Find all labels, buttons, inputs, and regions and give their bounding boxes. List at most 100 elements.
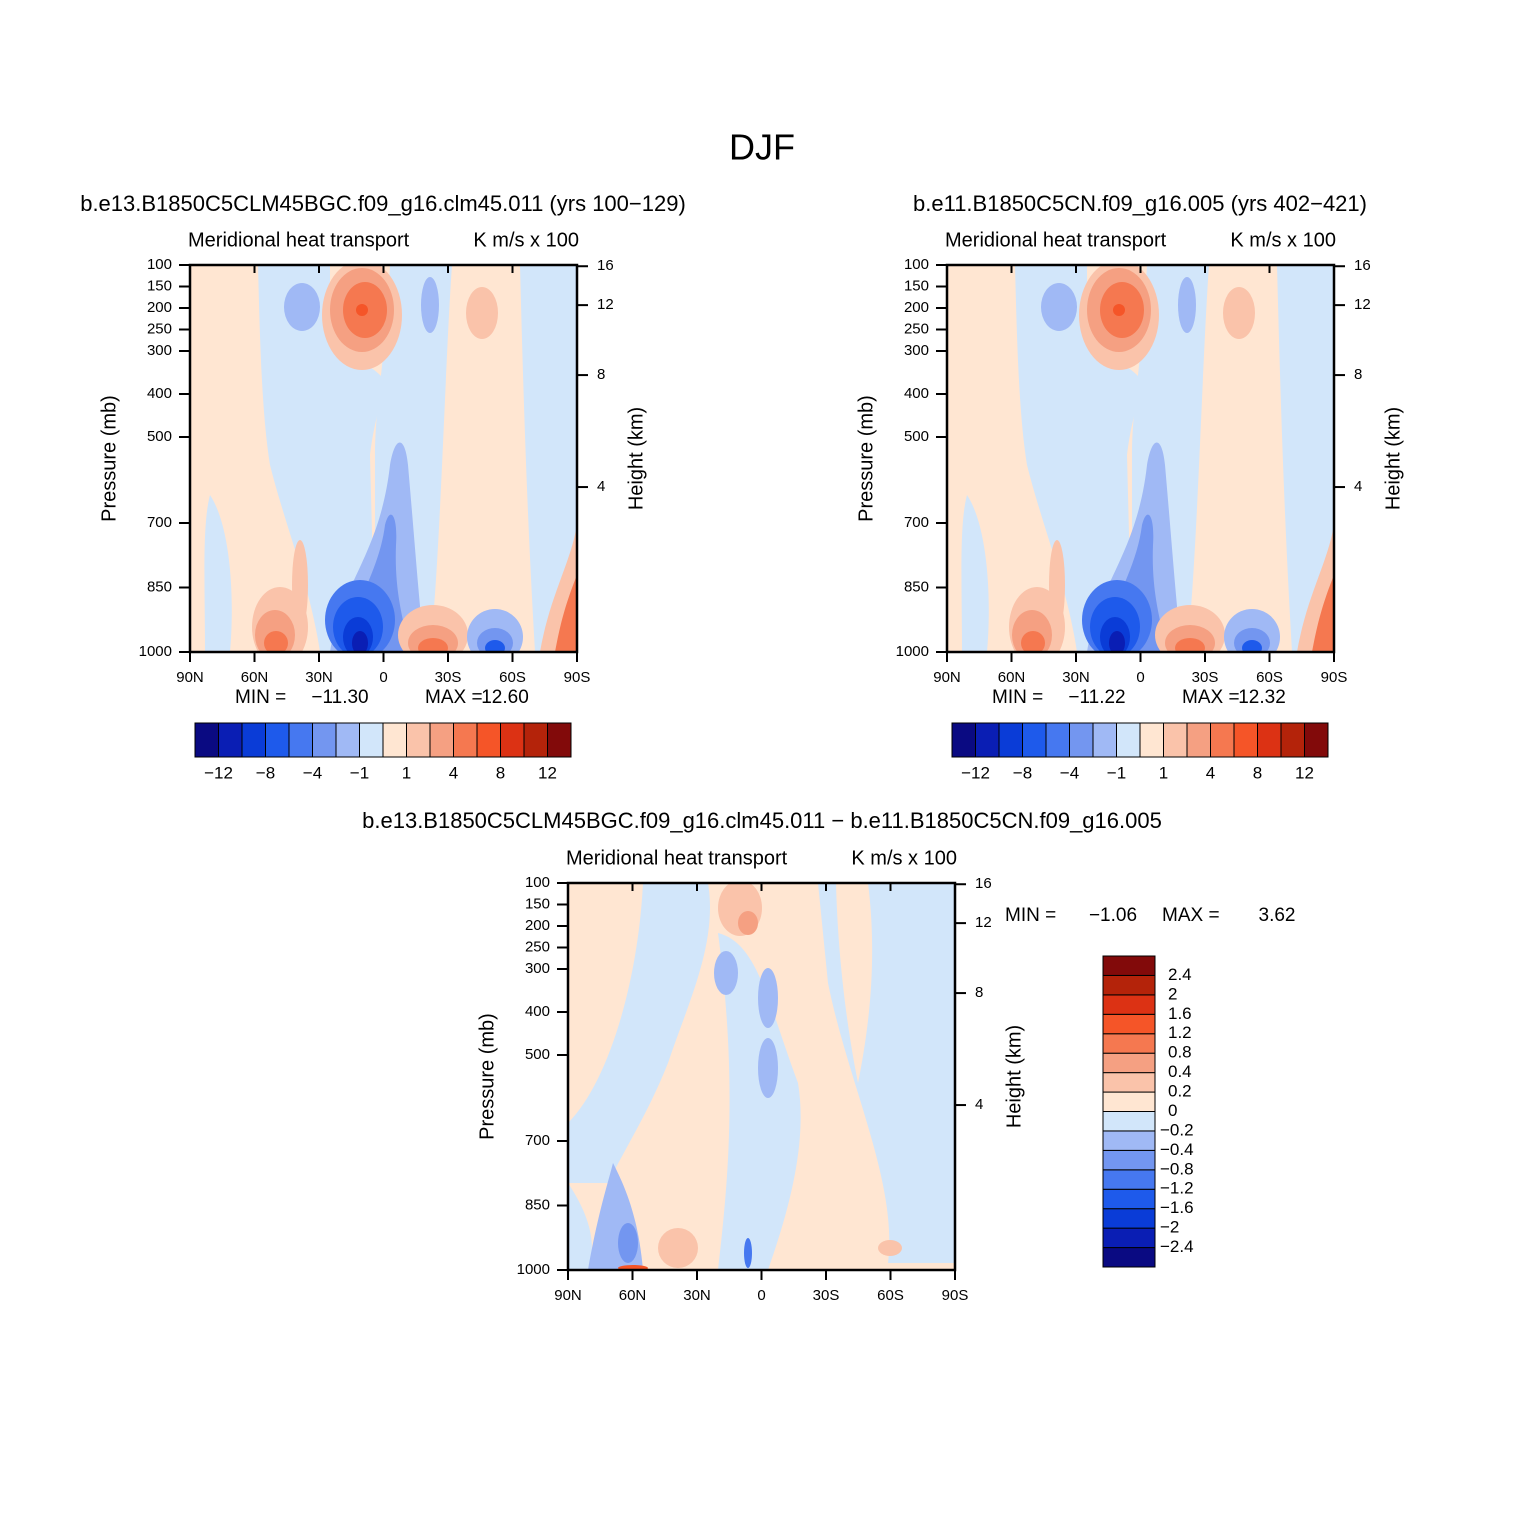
y-tick-label: 400 <box>525 1003 550 1020</box>
colorbar-box <box>1102 1013 1156 1035</box>
y2-tick-label: 16 <box>597 257 614 274</box>
min-text: MIN = <box>1005 905 1056 926</box>
y2-tick-label: 4 <box>597 478 605 495</box>
y-tick-label: 150 <box>904 277 929 294</box>
colorbar-box <box>312 722 337 758</box>
colorbar-label: 8 <box>496 763 505 782</box>
y-tick-label: 250 <box>904 320 929 337</box>
x-tick-label: 90S <box>942 1287 969 1304</box>
x-tick-label: 90S <box>1321 669 1348 686</box>
y-tick-label: 1000 <box>139 643 172 660</box>
colorbar-box <box>1102 1091 1156 1112</box>
figure-title: DJF <box>729 127 795 168</box>
colorbar-label: 0.8 <box>1168 1043 1192 1062</box>
colorbar-box <box>1116 722 1141 758</box>
colorbar-label: 0.2 <box>1168 1082 1192 1101</box>
x-tick-label: 60S <box>1256 669 1283 686</box>
colorbar-box <box>1139 722 1164 758</box>
y-tick-label: 250 <box>147 320 172 337</box>
x-tick-label: 0 <box>1136 669 1144 686</box>
colorbar-box <box>335 722 360 758</box>
y2-tick-label: 4 <box>975 1096 983 1113</box>
colorbar-label: −8 <box>1013 763 1032 782</box>
min-value: −1.06 <box>1089 905 1137 926</box>
min-value: −11.30 <box>311 687 368 708</box>
colorbar-box <box>523 722 548 758</box>
x-tick-label: 60S <box>499 669 526 686</box>
y-tick-label: 150 <box>525 895 550 912</box>
colorbar-box <box>1102 1169 1156 1190</box>
y2-tick-label: 8 <box>1354 366 1362 383</box>
y2-tick-label: 12 <box>597 296 614 313</box>
colorbar-box <box>1102 1227 1156 1249</box>
max-text: MAX = <box>1182 687 1240 708</box>
x-tick-label: 60S <box>877 1287 904 1304</box>
colorbar-box <box>382 722 407 758</box>
colorbar-box <box>500 722 525 758</box>
min-text: MIN = <box>992 687 1043 708</box>
colorbar-label: −12 <box>961 763 990 782</box>
colorbar-label: 1 <box>402 763 411 782</box>
x-tick-label: 30N <box>1062 669 1090 686</box>
colorbar-box <box>359 722 384 758</box>
colorbar-box <box>1022 722 1047 758</box>
colorbar-label: 1 <box>1159 763 1168 782</box>
x-tick-label: 60N <box>998 669 1026 686</box>
colorbar-label: −8 <box>256 763 275 782</box>
colorbar-label: −0.8 <box>1160 1159 1194 1178</box>
x-tick-label: 0 <box>379 669 387 686</box>
colorbar-box <box>547 722 572 758</box>
right-string: K m/s x 100 <box>851 847 957 869</box>
colorbar-label: −1 <box>1107 763 1126 782</box>
colorbar-box <box>1280 722 1305 758</box>
colorbar-label: −4 <box>1060 763 1079 782</box>
max-value: 3.62 <box>1259 905 1296 926</box>
colorbar-label: −0.2 <box>1160 1120 1194 1139</box>
y-tick-label: 500 <box>904 428 929 445</box>
min-text: MIN = <box>235 687 286 708</box>
y-tick-label: 500 <box>525 1046 550 1063</box>
colorbar-box <box>194 722 219 758</box>
y-tick-label: 100 <box>525 874 550 891</box>
colorbar-box <box>429 722 454 758</box>
colorbar-box <box>1102 1149 1156 1171</box>
y-tick-label: 700 <box>525 1132 550 1149</box>
colorbar-box <box>1186 722 1211 758</box>
colorbar-box <box>1102 1188 1156 1210</box>
colorbar-box <box>453 722 478 758</box>
colorbar-label: 0.4 <box>1168 1062 1192 1081</box>
max-value: 12.32 <box>1238 687 1286 708</box>
x-tick-label: 60N <box>241 669 269 686</box>
y-tick-label: 200 <box>525 917 550 934</box>
y-axis-label: Pressure (mb) <box>855 395 877 522</box>
colorbar-box <box>265 722 290 758</box>
colorbar-box <box>241 722 266 758</box>
y-tick-label: 700 <box>904 514 929 531</box>
y-tick-label: 300 <box>525 960 550 977</box>
y-tick-label: 1000 <box>517 1261 550 1278</box>
colorbar-box <box>1163 722 1188 758</box>
colorbar-box <box>1102 1130 1156 1151</box>
colorbar-label: −4 <box>303 763 322 782</box>
y-tick-label: 500 <box>147 428 172 445</box>
colorbar-label: −1.6 <box>1160 1198 1194 1217</box>
x-tick-label: 0 <box>757 1287 765 1304</box>
x-tick-label: 60N <box>619 1287 647 1304</box>
x-tick-label: 90N <box>933 669 961 686</box>
colorbar-label: 1.2 <box>1168 1023 1192 1042</box>
colorbar-label: 8 <box>1253 763 1262 782</box>
x-tick-label: 30N <box>683 1287 711 1304</box>
y2-tick-label: 16 <box>1354 257 1371 274</box>
max-text: MAX = <box>425 687 483 708</box>
colorbar-box <box>1102 955 1156 976</box>
x-tick-label: 30S <box>435 669 462 686</box>
min-value: −11.22 <box>1068 687 1125 708</box>
panel-title: b.e11.B1850C5CN.f09_g16.005 (yrs 402−421… <box>913 191 1367 216</box>
colorbar-box <box>1069 722 1094 758</box>
y2-axis-label: Height (km) <box>1003 1025 1025 1128</box>
y2-tick-label: 4 <box>1354 478 1362 495</box>
y2-tick-label: 16 <box>975 875 992 892</box>
colorbar-label: −1 <box>350 763 369 782</box>
colorbar-box <box>1102 1052 1156 1074</box>
colorbar-box <box>218 722 243 758</box>
